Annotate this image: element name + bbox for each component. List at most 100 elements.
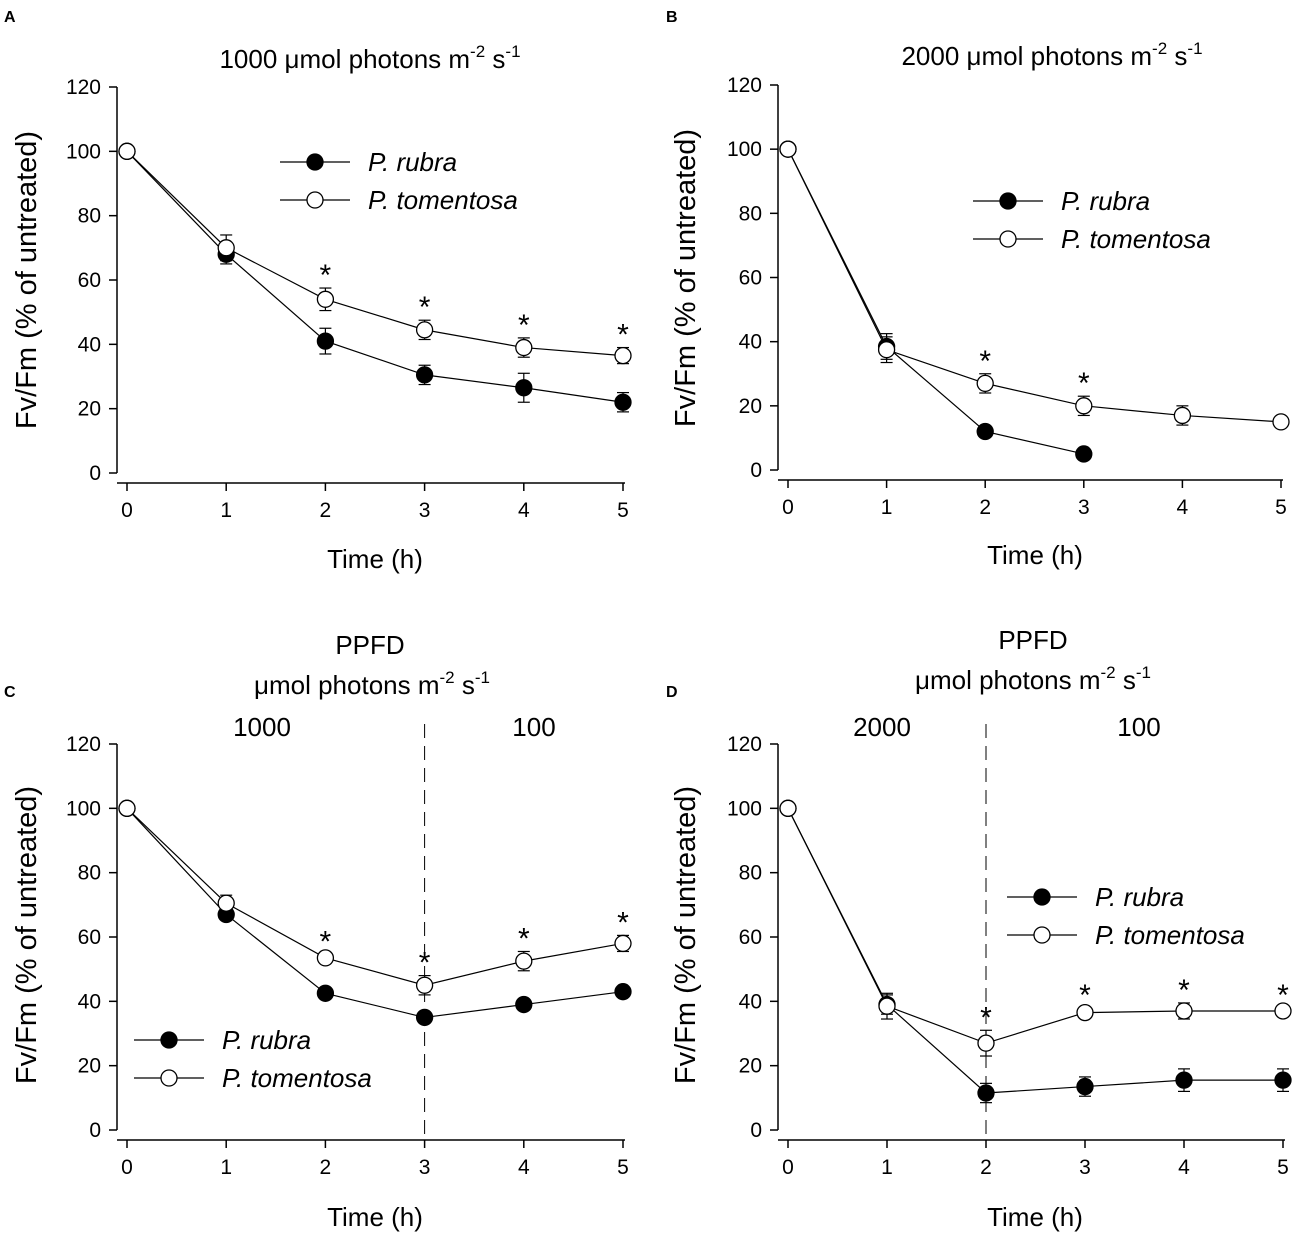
panel-b-tomentosa-point (976, 374, 994, 393)
panel-letter-c: C (4, 684, 16, 701)
panel-b-y-tick-label: 20 (739, 395, 762, 418)
panel-a-y-tick-label: 0 (89, 462, 101, 485)
panel-d-tomentosa-point (878, 997, 896, 1015)
panel-c-legend-rubra-label: P. rubra (222, 1025, 311, 1055)
panel-a-plot: 0 20 40 60 80 100 120 0 1 2 3 4 5 Fv/Fm (% of untreat… (11, 76, 632, 574)
panel-a-legend-tomentosa-label: P. tomentosa (368, 185, 518, 215)
panel-letter-a: A (4, 9, 16, 26)
panel-c-phase-label-low: 100 (512, 712, 555, 742)
panel-b-y-axis-title: Fv/Fm (% of untreated) (670, 129, 702, 427)
panel-a-legend-tomentosa-marker (306, 191, 324, 209)
panel-a-x-tick-label: 1 (220, 499, 232, 522)
panel-c-significance-star: * (320, 926, 332, 959)
panel-b-x-tick-label: 5 (1275, 496, 1287, 519)
panel-c-y-tick-label: 100 (66, 797, 101, 820)
panel-d-legend-tomentosa-marker (1033, 926, 1051, 944)
panel-d-y-tick-label: 40 (739, 990, 762, 1013)
panel-d-title: μmol photons m-2 s-1 (915, 663, 1151, 695)
panel-d-rubra-point (1076, 1077, 1094, 1096)
panel-c-tomentosa-point (217, 894, 235, 912)
panel-c-y-tick-label: 80 (78, 862, 101, 885)
panel-c-phase-label-high: 1000 (233, 712, 291, 742)
panel-c-tomentosa-point (614, 934, 632, 953)
panel-a-tomentosa-point (118, 142, 136, 160)
panel-c-x-tick-label: 1 (220, 1156, 232, 1179)
panel-b-significance-star: * (1078, 367, 1090, 400)
panel-c-plot: 0 20 40 60 80 100 120 0 1 2 3 4 5 Fv/Fm (% of untreat… (11, 724, 632, 1232)
panel-d-tomentosa-point (1274, 1002, 1292, 1020)
panel-d-rubra-line (787, 808, 1283, 1094)
panel-c-legend-tomentosa-marker (160, 1069, 178, 1087)
panel-a-legend-rubra-marker (306, 153, 324, 171)
panel-c-tomentosa-point (118, 799, 136, 817)
panel-a: A 1000 μmol photons m-2 s-1 020406080100… (4, 9, 632, 574)
panel-d-tomentosa-point (1175, 1002, 1193, 1020)
panel-d-x-axis-title: Time (h) (987, 1202, 1083, 1232)
panel-d-significance-star: * (1277, 979, 1289, 1012)
panel-a-significance-star: * (617, 319, 629, 352)
panel-c: C PPFD μmol photons m-2 s-1 1000 100 020… (4, 630, 632, 1232)
panel-b-x-tick-label: 3 (1078, 496, 1090, 519)
panel-d-x-tick-label: 2 (980, 1156, 992, 1179)
panel-c-title: μmol photons m-2 s-1 (254, 668, 490, 700)
panel-d-phase-label-low: 100 (1117, 712, 1160, 742)
panel-b-tomentosa-line (787, 148, 1282, 423)
panel-c-x-tick-label: 0 (121, 1156, 133, 1179)
panel-a-tomentosa-point (415, 321, 434, 339)
panel-a-x-tick-label: 2 (320, 499, 332, 522)
panel-c-significance-star: * (518, 922, 530, 955)
panel-b-tomentosa-point (1075, 397, 1093, 415)
panel-a-rubra-point (515, 379, 533, 397)
panel-d: D PPFD μmol photons m-2 s-1 2000 100 020… (666, 625, 1292, 1232)
panel-b-legend-tomentosa-label: P. tomentosa (1061, 224, 1211, 254)
panel-d-x-tick-label: 4 (1178, 1156, 1190, 1179)
panel-b-tomentosa-point (877, 341, 896, 359)
panel-b-x-tick-label: 0 (782, 496, 794, 519)
panel-letter-d: D (666, 684, 678, 701)
panel-d-y-tick-label: 120 (727, 733, 762, 756)
panel-c-rubra-point (515, 995, 533, 1014)
panel-d-phase-label-high: 2000 (853, 712, 911, 742)
panel-a-tomentosa-line (126, 150, 624, 357)
panel-b-significance-star: * (979, 345, 991, 378)
panel-b-x-tick-label: 2 (979, 496, 991, 519)
panel-b: B 2000 μmol photons m-2 s-1 020406080100… (666, 9, 1290, 570)
panel-letter-b: B (666, 9, 678, 26)
panel-a-title: 1000 μmol photons m-2 s-1 (219, 42, 520, 74)
panel-d-legend-rubra-label: P. rubra (1095, 882, 1184, 912)
panel-d-rubra-point (1274, 1071, 1292, 1089)
panel-a-y-tick-label: 20 (78, 398, 101, 421)
panel-d-rubra-point (1175, 1071, 1193, 1089)
panel-a-legend-rubra-label: P. rubra (368, 147, 457, 177)
panel-c-tomentosa-point (515, 952, 533, 970)
panel-b-title: 2000 μmol photons m-2 s-1 (901, 39, 1202, 71)
panel-a-significance-star: * (320, 259, 332, 292)
panel-d-significance-star: * (1178, 974, 1190, 1007)
panel-b-legend-rubra-marker (999, 192, 1017, 210)
panel-d-x-tick-label: 1 (881, 1156, 893, 1179)
panel-c-x-axis-title: Time (h) (327, 1202, 423, 1232)
panel-c-y-tick-label: 0 (89, 1119, 101, 1142)
panel-b-y-tick-label: 80 (739, 202, 762, 225)
panel-b-legend-rubra-label: P. rubra (1061, 186, 1150, 216)
panel-b-legend-tomentosa-marker (999, 230, 1017, 248)
panel-a-tomentosa-point (316, 290, 335, 308)
panel-c-x-tick-label: 5 (617, 1156, 629, 1179)
panel-c-y-tick-label: 40 (78, 990, 101, 1013)
panel-c-top-label: PPFD (335, 630, 404, 660)
panel-a-y-tick-label: 40 (78, 333, 101, 356)
panel-b-x-axis-title: Time (h) (987, 540, 1083, 570)
panel-d-x-tick-label: 5 (1277, 1156, 1289, 1179)
panel-d-y-tick-label: 0 (750, 1119, 762, 1142)
panel-d-x-tick-label: 3 (1079, 1156, 1091, 1179)
panel-d-significance-star: * (980, 1001, 992, 1034)
panel-c-rubra-point (316, 984, 335, 1002)
panel-b-y-tick-label: 100 (727, 138, 762, 161)
panel-b-x-tick-label: 4 (1177, 496, 1189, 519)
panel-d-significance-star: * (1079, 979, 1091, 1012)
panel-a-x-axis-title: Time (h) (327, 544, 423, 574)
panel-c-significance-star: * (419, 947, 431, 980)
panel-c-legend-rubra-marker (160, 1031, 178, 1049)
panel-c-rubra-point (614, 983, 632, 1001)
panel-d-y-tick-label: 80 (739, 862, 762, 885)
